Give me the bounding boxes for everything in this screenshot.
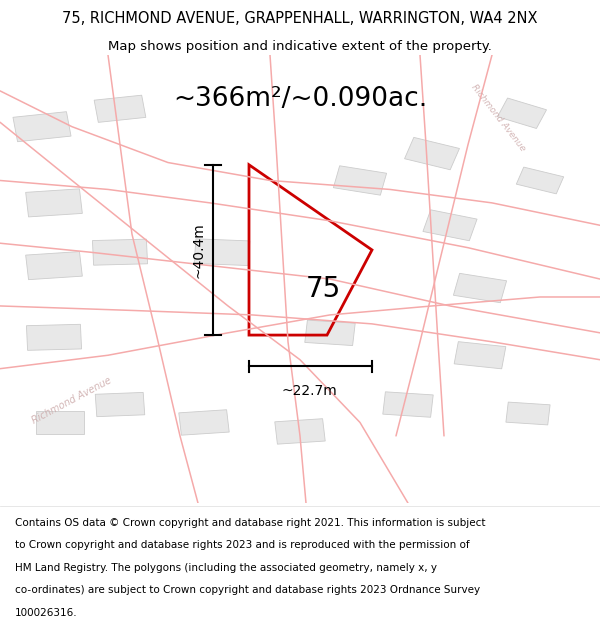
Text: co-ordinates) are subject to Crown copyright and database rights 2023 Ordnance S: co-ordinates) are subject to Crown copyr… [15, 586, 480, 596]
Text: ~40.4m: ~40.4m [191, 222, 205, 278]
Bar [95, 392, 145, 417]
Text: Map shows position and indicative extent of the property.: Map shows position and indicative extent… [108, 39, 492, 52]
Bar [454, 342, 506, 369]
Text: 75: 75 [305, 275, 341, 303]
Text: Richmond Avenue: Richmond Avenue [469, 82, 527, 153]
Text: Contains OS data © Crown copyright and database right 2021. This information is : Contains OS data © Crown copyright and d… [15, 518, 485, 528]
Bar [275, 419, 325, 444]
Bar [334, 166, 386, 195]
Bar [36, 411, 84, 434]
Bar [305, 320, 355, 346]
Text: ~366m²/~0.090ac.: ~366m²/~0.090ac. [173, 86, 427, 112]
Bar [383, 392, 433, 418]
Bar [194, 239, 250, 266]
Bar [92, 239, 148, 265]
Text: ~22.7m: ~22.7m [281, 384, 337, 398]
Bar [517, 167, 563, 194]
Bar [26, 252, 82, 279]
Bar [13, 112, 71, 142]
Bar [404, 138, 460, 170]
Bar [497, 98, 547, 129]
Bar [26, 324, 82, 351]
Bar [423, 210, 477, 241]
Text: 75, RICHMOND AVENUE, GRAPPENHALL, WARRINGTON, WA4 2NX: 75, RICHMOND AVENUE, GRAPPENHALL, WARRIN… [62, 11, 538, 26]
Text: 100026316.: 100026316. [15, 608, 77, 618]
Bar [454, 273, 506, 302]
Bar [506, 402, 550, 425]
Bar [26, 189, 82, 217]
Bar [179, 410, 229, 435]
Text: Richmond Avenue: Richmond Avenue [31, 375, 113, 425]
Bar [94, 95, 146, 122]
Text: to Crown copyright and database rights 2023 and is reproduced with the permissio: to Crown copyright and database rights 2… [15, 540, 470, 550]
Text: HM Land Registry. The polygons (including the associated geometry, namely x, y: HM Land Registry. The polygons (includin… [15, 563, 437, 573]
